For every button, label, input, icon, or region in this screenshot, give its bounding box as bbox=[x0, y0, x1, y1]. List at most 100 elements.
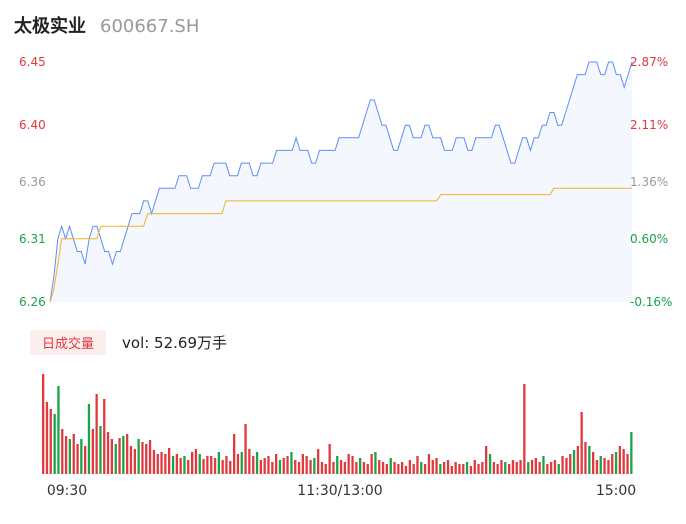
volume-bar bbox=[534, 458, 537, 474]
volume-bar bbox=[275, 454, 278, 474]
volume-bar bbox=[252, 456, 255, 474]
volume-bar bbox=[305, 456, 308, 474]
y-tick-right: -0.16% bbox=[630, 295, 672, 309]
volume-bar bbox=[603, 458, 606, 474]
volume-bar bbox=[148, 440, 152, 474]
volume-tab[interactable]: 日成交量 bbox=[30, 330, 107, 355]
price-line bbox=[49, 61, 633, 303]
volume-bar bbox=[213, 458, 217, 474]
volume-bar bbox=[324, 464, 327, 474]
volume-bar bbox=[622, 449, 625, 474]
volume-bar bbox=[255, 452, 259, 474]
volume-bar bbox=[515, 462, 518, 474]
volume-bar bbox=[68, 439, 71, 474]
y-tick-right: 2.87% bbox=[630, 55, 668, 69]
volume-bar bbox=[210, 456, 213, 474]
volume-bar bbox=[630, 432, 633, 474]
volume-bar bbox=[385, 464, 388, 474]
volume-bar bbox=[297, 462, 301, 474]
x-tick-time: 09:30 bbox=[47, 483, 87, 499]
volume-bar bbox=[320, 462, 324, 474]
volume-bar bbox=[542, 456, 545, 474]
volume-bar bbox=[439, 464, 442, 474]
volume-bar bbox=[339, 460, 343, 474]
volume-value: vol: 52.69万手 bbox=[122, 334, 228, 352]
volume-bar bbox=[343, 462, 346, 474]
volume-bar bbox=[179, 458, 182, 474]
volume-bar bbox=[412, 464, 415, 474]
average-price-line bbox=[49, 187, 632, 303]
volume-bar bbox=[423, 464, 427, 474]
volume-bar bbox=[580, 412, 583, 474]
volume-bar bbox=[431, 460, 434, 474]
volume-bar bbox=[393, 462, 396, 474]
volume-bar bbox=[332, 462, 335, 474]
volume-bar bbox=[198, 454, 201, 474]
volume-bar bbox=[618, 446, 621, 474]
volume-bar bbox=[248, 449, 251, 474]
volume-bar bbox=[572, 450, 576, 474]
y-tick-left: 6.40 bbox=[19, 118, 46, 132]
volume-bar bbox=[271, 462, 274, 474]
volume-bar bbox=[370, 454, 373, 474]
volume-bar bbox=[569, 454, 572, 474]
volume-bar bbox=[229, 461, 232, 474]
volume-bar bbox=[317, 449, 320, 474]
volume-bar bbox=[183, 456, 186, 474]
volume-bar bbox=[129, 446, 133, 474]
volume-bar bbox=[550, 462, 553, 474]
volume-bar bbox=[202, 459, 205, 474]
volume-bar bbox=[496, 464, 499, 474]
x-tick-time: 11:30/13:00 bbox=[297, 483, 382, 499]
volume-bar bbox=[64, 436, 68, 474]
volume-bar bbox=[519, 460, 522, 474]
volume-bar bbox=[175, 454, 178, 474]
volume-bar bbox=[145, 444, 148, 474]
volume-bar bbox=[87, 404, 91, 474]
volume-bar bbox=[446, 460, 450, 474]
volume-bar bbox=[126, 434, 129, 474]
volume-header: 日成交量 vol: 52.69万手 bbox=[30, 330, 227, 355]
volume-bar bbox=[527, 462, 530, 474]
volume-bar bbox=[114, 444, 117, 474]
volume-bar bbox=[240, 452, 243, 474]
volume-bar bbox=[137, 439, 140, 474]
volume-bar bbox=[435, 458, 438, 474]
volume-bar bbox=[72, 434, 75, 474]
volume-bar bbox=[366, 464, 369, 474]
volume-bar bbox=[110, 439, 113, 474]
volume-bar bbox=[488, 454, 492, 474]
volume-bar bbox=[76, 444, 79, 474]
volume-bar bbox=[389, 458, 392, 474]
volume-bar bbox=[420, 462, 423, 474]
y-tick-right: 0.60% bbox=[630, 232, 668, 246]
volume-bar bbox=[462, 464, 465, 474]
volume-bar bbox=[504, 462, 507, 474]
volume-bar bbox=[347, 454, 350, 474]
volume-bar bbox=[57, 386, 60, 474]
volume-bar bbox=[84, 446, 87, 474]
volume-bar bbox=[156, 454, 159, 474]
volume-bar bbox=[500, 460, 503, 474]
volume-bar bbox=[565, 458, 568, 474]
volume-bar bbox=[217, 452, 220, 474]
volume-bar bbox=[168, 448, 171, 474]
volume-bar bbox=[530, 460, 534, 474]
volume-bar bbox=[408, 460, 411, 474]
volume-bar bbox=[588, 446, 591, 474]
volume-bar bbox=[351, 456, 354, 474]
volume-bar bbox=[233, 434, 236, 474]
volume-bar bbox=[477, 464, 480, 474]
volume-bar bbox=[469, 466, 473, 474]
volume-bar bbox=[118, 438, 121, 474]
volume-bar bbox=[53, 414, 56, 474]
volume-bar bbox=[611, 454, 614, 474]
volume-bar bbox=[427, 454, 431, 474]
volume-bar bbox=[553, 460, 557, 474]
volume-bar bbox=[267, 456, 270, 474]
price-area bbox=[50, 62, 632, 302]
x-tick-time: 15:00 bbox=[596, 483, 636, 499]
volume-bar bbox=[263, 458, 266, 474]
volume-bar bbox=[282, 458, 285, 474]
volume-bar bbox=[141, 442, 144, 474]
